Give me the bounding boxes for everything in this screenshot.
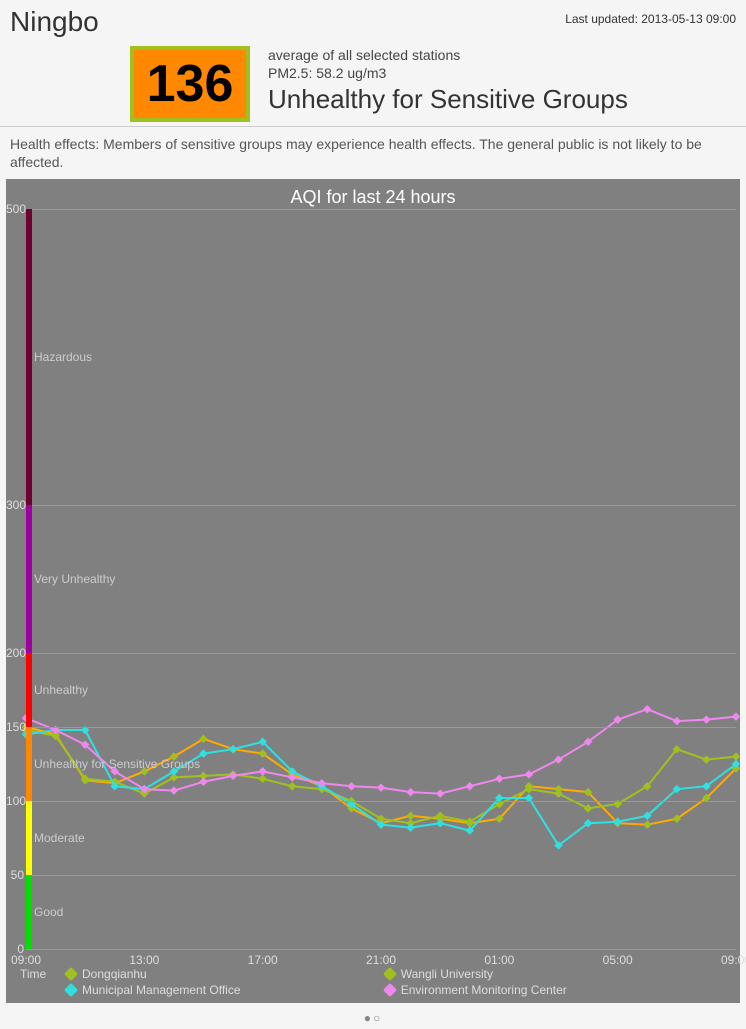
aqi-band-label: Hazardous	[34, 350, 92, 364]
summary-sub1: average of all selected stations	[268, 46, 736, 64]
aqi-band-bar	[26, 653, 32, 727]
chart-legend: Dongqianhu Wangli University Municipal Man…	[66, 967, 730, 999]
series-marker	[436, 819, 444, 827]
legend-label: Wangli University	[401, 967, 493, 981]
legend-item[interactable]: Municipal Management Office	[66, 983, 385, 997]
series-marker	[199, 750, 207, 758]
aqi-band-label: Good	[34, 905, 63, 919]
series-marker	[288, 782, 296, 790]
summary-category: Unhealthy for Sensitive Groups	[268, 84, 736, 115]
series-marker	[436, 790, 444, 798]
series-marker	[525, 770, 533, 778]
aqi-band-label: Unhealthy for Sensitive Groups	[34, 757, 200, 771]
series-marker	[643, 821, 651, 829]
series-marker	[673, 717, 681, 725]
x-tick-label: 05:00	[603, 953, 633, 967]
x-tick-label: 21:00	[366, 953, 396, 967]
aqi-band-bar	[26, 875, 32, 949]
aqi-band-bar	[26, 505, 32, 653]
series-marker	[229, 772, 237, 780]
chart-title: AQI for last 24 hours	[6, 187, 740, 208]
series-marker	[466, 818, 474, 826]
aqi-value-box: 136	[130, 46, 250, 122]
series-marker	[199, 778, 207, 786]
series-line	[26, 710, 736, 794]
x-tick-label: 17:00	[248, 953, 278, 967]
legend-marker-icon	[64, 983, 78, 997]
series-marker	[170, 787, 178, 795]
series-marker	[554, 790, 562, 798]
series-line	[26, 727, 736, 825]
chart-container: AQI for last 24 hours 050100150200300500…	[0, 179, 746, 1009]
legend-item[interactable]: Dongqianhu	[66, 967, 385, 981]
aqi-chart[interactable]: AQI for last 24 hours 050100150200300500…	[6, 179, 740, 1003]
series-marker	[554, 756, 562, 764]
city-name: Ningbo	[10, 6, 99, 38]
series-marker	[347, 782, 355, 790]
x-tick-label: 09:00	[721, 953, 746, 967]
series-marker	[406, 788, 414, 796]
series-marker	[406, 812, 414, 820]
gridline	[26, 505, 736, 506]
summary-sub2: PM2.5: 58.2 ug/m3	[268, 64, 736, 82]
summary-row: 136 average of all selected stations PM2…	[0, 38, 746, 127]
legend-label: Municipal Management Office	[82, 983, 241, 997]
gridline	[26, 801, 736, 802]
series-marker	[643, 705, 651, 713]
series-marker	[584, 805, 592, 813]
legend-marker-icon	[64, 967, 78, 981]
x-tick-label: 13:00	[129, 953, 159, 967]
legend-label: Environment Monitoring Center	[401, 983, 567, 997]
aqi-band-label: Moderate	[34, 831, 85, 845]
y-tick-label: 500	[6, 202, 24, 216]
gridline	[26, 875, 736, 876]
plot-area: 050100150200300500GoodModerateUnhealthy …	[26, 209, 736, 949]
aqi-band-label: Very Unhealthy	[34, 572, 115, 586]
series-marker	[495, 775, 503, 783]
gridline	[26, 727, 736, 728]
aqi-value: 136	[147, 54, 234, 114]
aqi-band-bar	[26, 801, 32, 875]
last-updated-label: Last updated: 2013-05-13 09:00	[565, 6, 736, 26]
series-marker	[258, 775, 266, 783]
app-root: Ningbo Last updated: 2013-05-13 09:00 13…	[0, 0, 746, 1029]
x-tick-label: 01:00	[484, 953, 514, 967]
gridline	[26, 949, 736, 950]
series-marker	[702, 756, 710, 764]
x-tick-label: 09:00	[11, 953, 41, 967]
series-marker	[732, 713, 740, 721]
header-bar: Ningbo Last updated: 2013-05-13 09:00	[0, 0, 746, 38]
legend-marker-icon	[383, 967, 397, 981]
summary-details: average of all selected stations PM2.5: …	[268, 46, 736, 115]
series-marker	[702, 716, 710, 724]
legend-item[interactable]: Environment Monitoring Center	[385, 983, 704, 997]
series-marker	[377, 784, 385, 792]
y-tick-label: 100	[6, 794, 24, 808]
aqi-band-bar	[26, 209, 32, 505]
y-tick-label: 200	[6, 646, 24, 660]
aqi-band-label: Unhealthy	[34, 683, 88, 697]
gridline	[26, 653, 736, 654]
x-axis-label: Time	[20, 967, 46, 981]
series-marker	[199, 735, 207, 743]
y-tick-label: 150	[6, 720, 24, 734]
chart-svg	[26, 209, 736, 949]
aqi-band-bar	[26, 727, 32, 801]
series-marker	[258, 768, 266, 776]
series-marker	[406, 824, 414, 832]
y-tick-label: 50	[6, 868, 24, 882]
legend-item[interactable]: Wangli University	[385, 967, 704, 981]
series-marker	[466, 782, 474, 790]
health-effects-text: Health effects: Members of sensitive gro…	[0, 127, 746, 179]
series-marker	[229, 745, 237, 753]
y-tick-label: 300	[6, 498, 24, 512]
legend-marker-icon	[383, 983, 397, 997]
gridline	[26, 209, 736, 210]
legend-label: Dongqianhu	[82, 967, 147, 981]
series-marker	[732, 753, 740, 761]
page-indicator[interactable]: ●○	[0, 1009, 746, 1029]
